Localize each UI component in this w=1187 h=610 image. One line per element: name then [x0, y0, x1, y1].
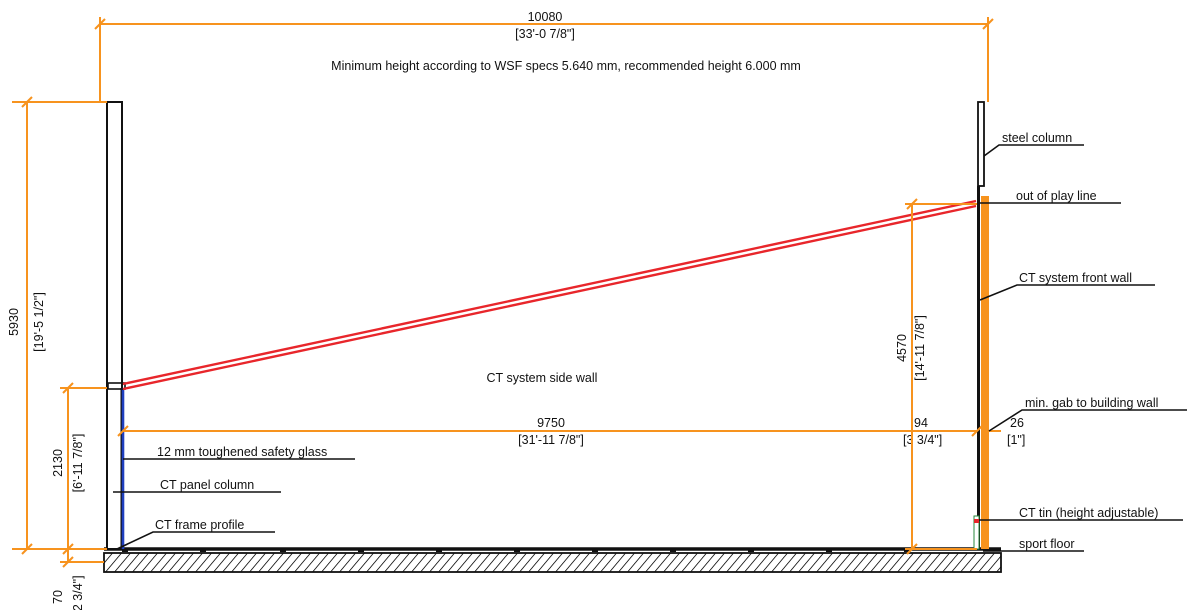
- front-gap-mm: 94: [914, 416, 928, 430]
- wall-gap-mm: 26: [1010, 416, 1024, 430]
- front-height-dimension: [905, 198, 977, 555]
- front-height-mm: 4570: [895, 334, 909, 362]
- left-steel-column: [106, 101, 123, 550]
- front-wall-leader: [979, 284, 1155, 301]
- tin-label: CT tin (height adjustable): [1019, 506, 1158, 520]
- inner-length-imperial: [31'-11 7/8"]: [518, 433, 584, 447]
- glass-label: 12 mm toughened safety glass: [157, 445, 327, 459]
- wall-gap-imperial: [1"]: [1007, 433, 1025, 447]
- front-wall-label: CT system front wall: [1019, 271, 1132, 285]
- front-wall-face: [981, 196, 989, 549]
- inner-length-mm: 9750: [537, 416, 565, 430]
- floor-slab: [103, 552, 1002, 573]
- total-height-dimension: [12, 96, 107, 555]
- frame-profile-leader: [116, 531, 275, 550]
- floor-thickness-mm: 70: [51, 590, 65, 604]
- out-of-play-line: [122, 199, 977, 391]
- height-requirement-note: Minimum height according to WSF specs 5.…: [331, 59, 801, 73]
- inner-length-dimension: [117, 425, 983, 437]
- steel-column-label: steel column: [1002, 131, 1072, 145]
- overall-width-imperial: [33'-0 7/8"]: [515, 27, 575, 41]
- overall-width-mm: 10080: [528, 10, 563, 24]
- right-steel-column: [977, 101, 985, 187]
- front-height-imperial: [14'-11 7/8"]: [913, 315, 927, 381]
- frame-profile-label: CT frame profile: [155, 518, 244, 532]
- side-wall-label: CT system side wall: [487, 371, 598, 385]
- total-height-imperial: [19'-5 1/2"]: [32, 292, 46, 352]
- steel-column-leader: [983, 144, 1084, 157]
- front-wall: [977, 186, 980, 549]
- glass-height-mm: 2130: [51, 449, 65, 477]
- glass-height-imperial: [6'-11 7/8"]: [71, 434, 85, 493]
- floor-thickness-dimension: [60, 549, 104, 568]
- floor-thickness-imperial: [2 3/4"]: [71, 575, 85, 610]
- front-gap-imperial: [3 3/4"]: [903, 433, 942, 447]
- frame-profile-top: [107, 382, 126, 390]
- sport-floor-label: sport floor: [1019, 537, 1075, 551]
- overall-width-dimension: [94, 17, 994, 102]
- panel-column-label: CT panel column: [160, 478, 254, 492]
- min-gap-leader: [988, 409, 1187, 432]
- tin-marker: [974, 519, 979, 523]
- total-height-mm: 5930: [7, 308, 21, 336]
- out-of-play-label: out of play line: [1016, 189, 1097, 203]
- min-gap-label: min. gab to building wall: [1025, 396, 1158, 410]
